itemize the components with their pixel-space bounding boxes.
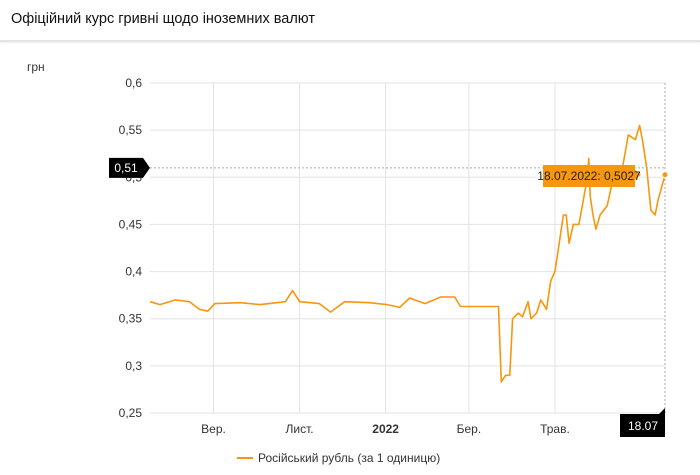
x-tick-label: Лист. xyxy=(286,422,314,436)
crosshair-x-badge xyxy=(620,408,665,437)
series-line-rub xyxy=(149,124,666,383)
y-tick-label: 0,25 xyxy=(119,406,143,420)
header: Офіційний курс гривні щодо іноземних вал… xyxy=(0,0,700,42)
y-tick-label: 0,35 xyxy=(119,312,143,326)
y-tick-label: 0,3 xyxy=(125,359,142,373)
y-tick-label: 0,55 xyxy=(119,123,143,137)
y-tick-label: 0,6 xyxy=(125,76,142,90)
x-tick-label: Трав. xyxy=(540,422,570,436)
hover-marker xyxy=(661,171,669,179)
y-axis-label: грн xyxy=(27,60,45,74)
y-tick-label: 0,4 xyxy=(125,265,142,279)
crosshair-x-label: 18.07 xyxy=(628,419,658,433)
crosshair-y-label: 0,51 xyxy=(114,161,138,175)
crosshair-y-badge xyxy=(109,157,150,178)
legend[interactable]: Російський рубль (за 1 одиницю) xyxy=(237,451,440,465)
legend-label: Російський рубль (за 1 одиницю) xyxy=(258,451,440,465)
x-tick-label: Вер. xyxy=(201,422,226,436)
tooltip-box xyxy=(543,165,641,187)
y-tick-label: 0,45 xyxy=(119,217,143,231)
x-tick-label: 2022 xyxy=(372,422,399,436)
page-title: Офіційний курс гривні щодо іноземних вал… xyxy=(11,11,316,27)
x-tick-label: Бер. xyxy=(457,422,482,436)
tooltip-text: 18.07.2022: 0,5027 xyxy=(537,169,641,183)
